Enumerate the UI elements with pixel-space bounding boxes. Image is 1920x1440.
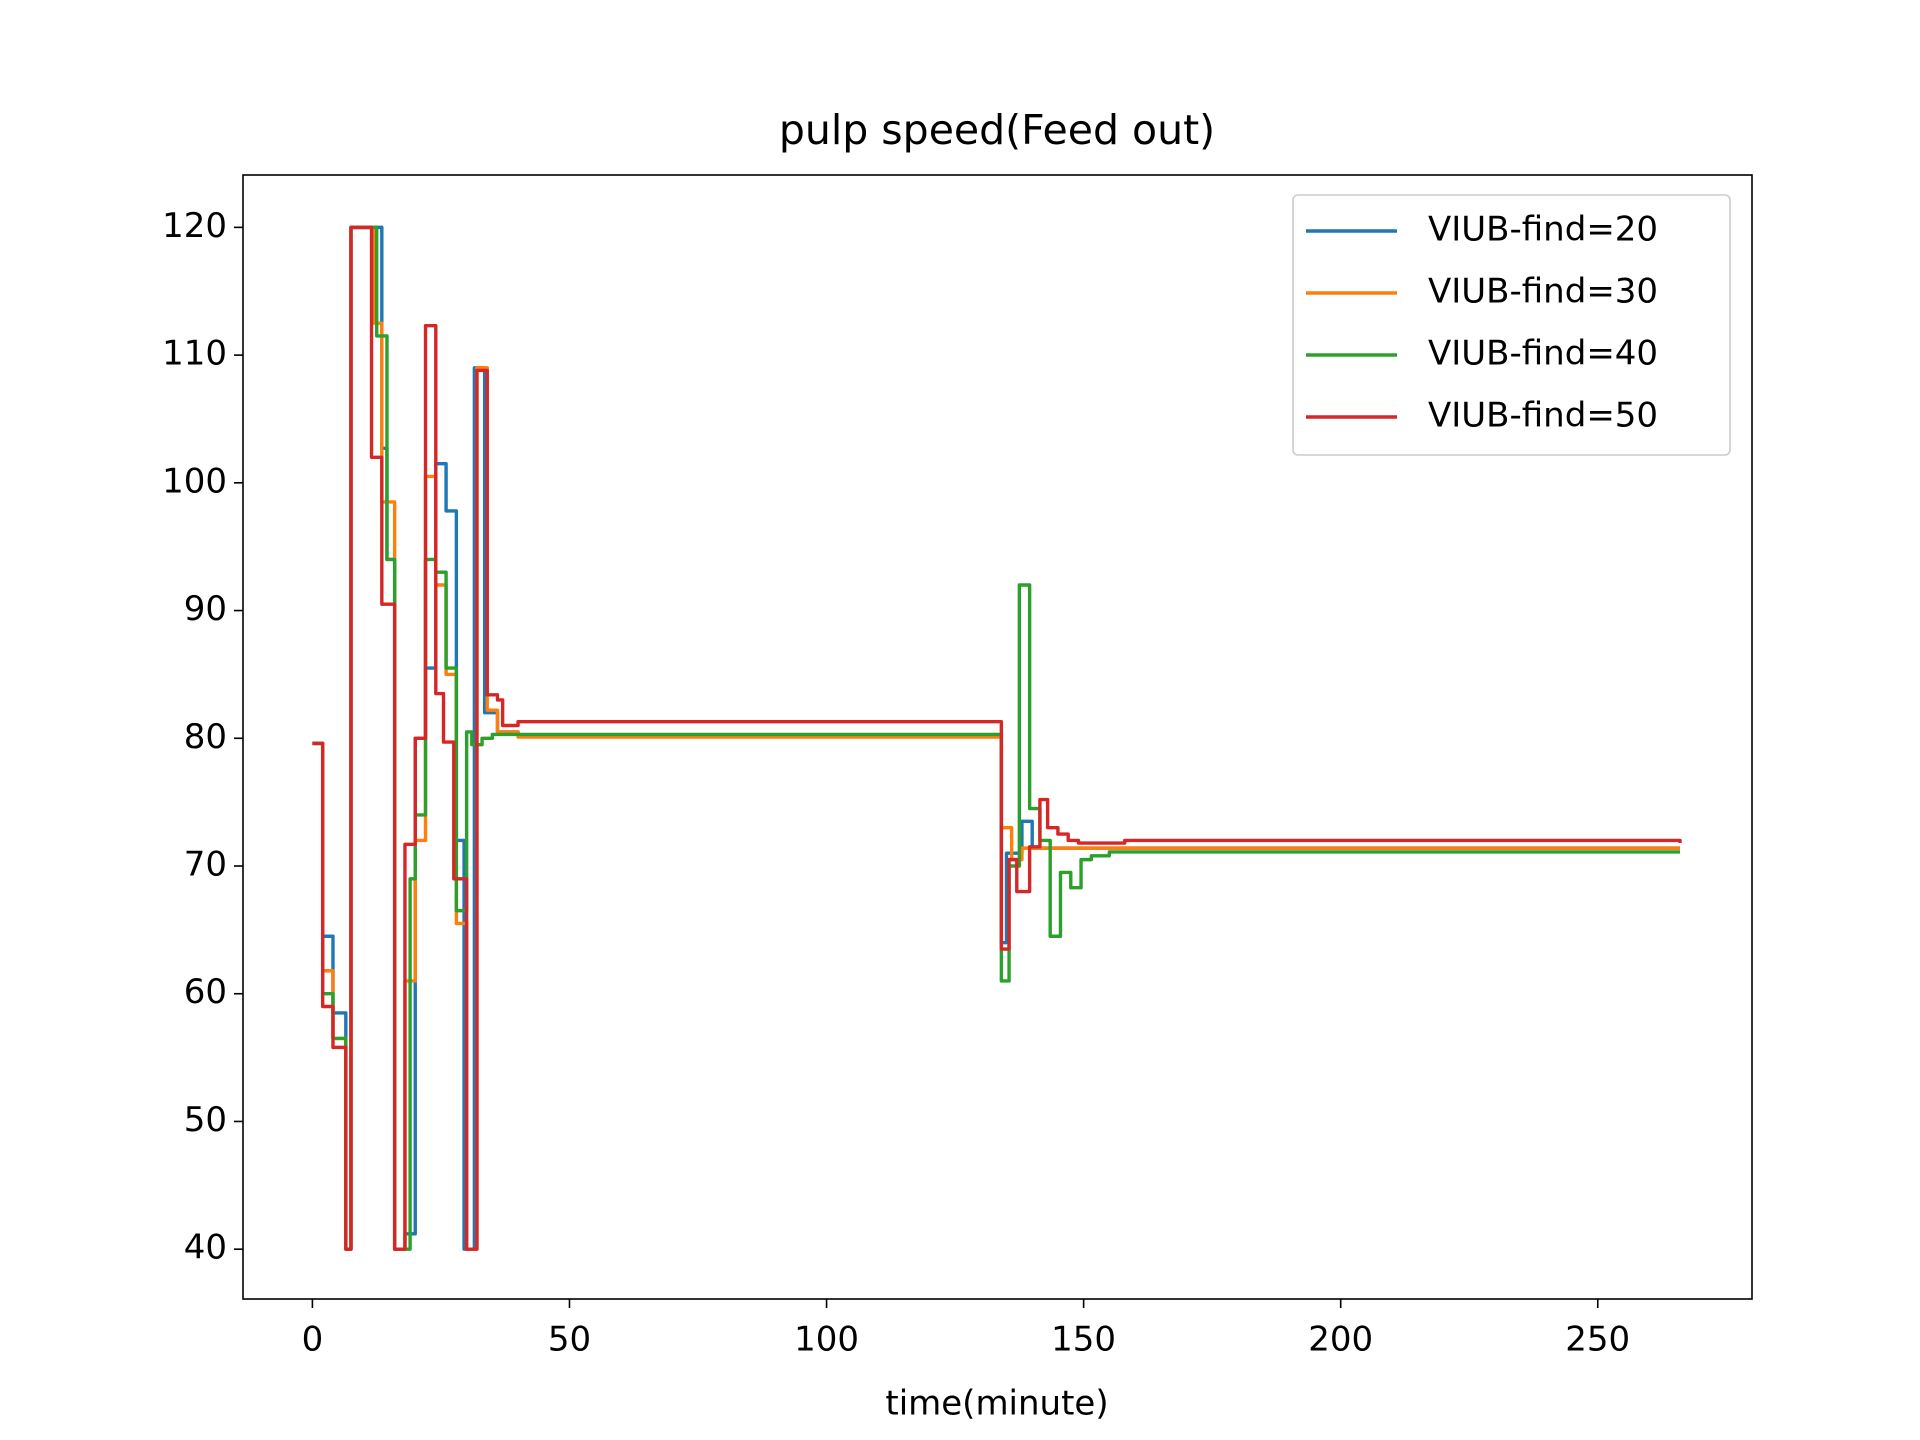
x-tick-label: 150	[1051, 1320, 1116, 1360]
y-tick-label: 90	[184, 589, 227, 629]
legend-label: VIUB-find=50	[1428, 396, 1658, 436]
data-line	[312, 225, 1682, 1251]
y-tick-label: 40	[184, 1228, 227, 1268]
legend-box	[1292, 194, 1731, 456]
y-tick-label: 100	[162, 461, 227, 501]
y-tick-label: 110	[162, 334, 227, 374]
x-tick-label: 250	[1565, 1320, 1630, 1360]
legend-label: VIUB-find=30	[1428, 272, 1658, 312]
y-tick-label: 120	[162, 206, 227, 246]
chart-title: pulp speed(Feed out)	[779, 106, 1215, 154]
x-tick-label: 50	[548, 1320, 591, 1360]
y-tick-label: 50	[184, 1100, 227, 1140]
y-tick-label: 70	[184, 845, 227, 885]
y-tick-label: 60	[184, 972, 227, 1012]
plot-frame	[242, 174, 1753, 1300]
legend-label: VIUB-find=40	[1428, 334, 1658, 374]
x-tick-label: 0	[302, 1320, 324, 1360]
y-tick-label: 80	[184, 717, 227, 757]
data-line	[312, 225, 1681, 1251]
legend-label: VIUB-find=20	[1428, 210, 1658, 250]
x-axis-label: time(minute)	[885, 1384, 1108, 1424]
legend: VIUB-find=20 VIUB-find=30 VIUB-find=40 VIUB…	[1292, 194, 1731, 456]
x-tick-label: 200	[1308, 1320, 1373, 1360]
x-tick-label: 100	[794, 1320, 859, 1360]
